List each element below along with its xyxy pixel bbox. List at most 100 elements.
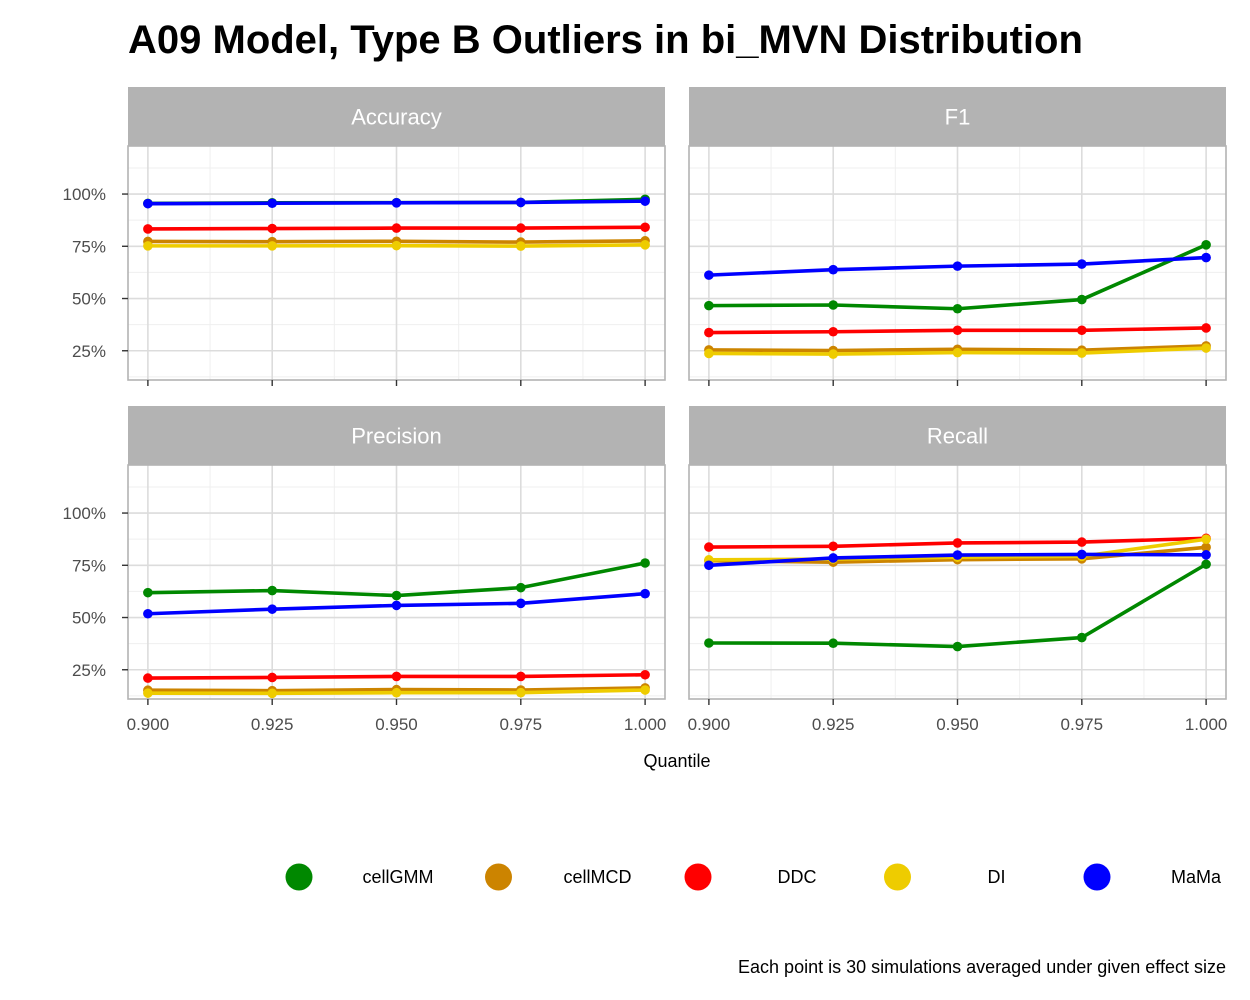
point-precision-cellgmm	[640, 558, 650, 568]
x-tick-label: 0.975	[1061, 715, 1104, 734]
point-precision-cellgmm	[267, 585, 277, 596]
strip-precision	[128, 406, 665, 465]
legend-item-mama: MaMa	[1083, 863, 1222, 891]
point-f1-ddc	[1077, 325, 1087, 336]
point-recall-di	[1201, 534, 1211, 544]
strip-accuracy	[128, 87, 665, 146]
point-accuracy-ddc	[143, 224, 153, 234]
point-precision-di	[391, 687, 402, 698]
point-f1-mama	[1201, 252, 1211, 263]
legend-swatch-mama	[1083, 863, 1111, 891]
point-recall-ddc	[952, 538, 963, 548]
chart-title: A09 Model, Type B Outliers in bi_MVN Dis…	[128, 18, 1083, 62]
point-recall-ddc	[1077, 537, 1087, 547]
point-f1-cellgmm	[952, 303, 963, 314]
x-tick-label: 0.950	[375, 715, 418, 734]
point-f1-di	[828, 349, 838, 359]
point-recall-mama	[1077, 549, 1087, 560]
y-tick-label: 75%	[72, 237, 106, 256]
legend-swatch-ddc	[684, 863, 712, 891]
point-recall-cellgmm	[828, 638, 838, 649]
point-f1-cellgmm	[1201, 240, 1211, 250]
point-accuracy-mama	[516, 197, 526, 208]
legend-item-cellmcd: cellMCD	[485, 863, 632, 891]
chart-caption: Each point is 30 simulations averaged un…	[738, 957, 1226, 977]
legend-label-cellgmm: cellGMM	[363, 867, 434, 887]
legend-item-ddc: DDC	[684, 863, 817, 891]
point-accuracy-mama	[640, 196, 650, 206]
legend-swatch-cellgmm	[285, 863, 313, 891]
point-f1-ddc	[704, 327, 714, 338]
point-accuracy-mama	[391, 198, 402, 208]
point-recall-ddc	[704, 542, 714, 552]
point-precision-ddc	[516, 671, 526, 682]
point-f1-ddc	[1201, 323, 1211, 333]
panel-accuracy: Accuracy 25% 50% 75% 100%	[63, 87, 666, 386]
point-precision-cellgmm	[516, 582, 526, 593]
point-precision-mama	[267, 604, 277, 614]
legend-label-di: DI	[988, 867, 1006, 887]
y-tick-label: 25%	[72, 661, 106, 680]
x-tick-label: 0.900	[688, 715, 731, 734]
point-f1-di	[1077, 348, 1087, 358]
panel-precision: Precision 25% 50% 75% 100%	[63, 406, 666, 700]
point-precision-cellgmm	[391, 590, 402, 601]
point-f1-di	[952, 347, 963, 358]
point-f1-mama	[828, 264, 838, 275]
point-precision-mama	[143, 608, 153, 619]
y-tick-label: 75%	[72, 556, 106, 575]
legend: cellGMM cellMCD DDC DI MaMa	[285, 863, 1222, 891]
x-tick-label: 0.950	[936, 715, 979, 734]
point-recall-cellgmm	[1201, 559, 1211, 570]
legend-swatch-cellmcd	[485, 863, 512, 891]
point-precision-ddc	[391, 671, 402, 682]
point-recall-ddc	[828, 541, 838, 552]
point-f1-cellgmm	[828, 300, 838, 310]
legend-item-di: DI	[884, 863, 1006, 891]
point-f1-ddc	[952, 325, 963, 336]
legend-swatch-di	[884, 863, 911, 891]
point-f1-ddc	[828, 326, 838, 337]
point-f1-mama	[1077, 259, 1087, 269]
point-accuracy-mama	[143, 198, 153, 209]
point-recall-mama	[704, 560, 714, 571]
panel-recall: Recall	[688, 406, 1227, 700]
x-axis-title: Quantile	[643, 751, 710, 771]
point-f1-di	[704, 348, 714, 359]
point-accuracy-di	[516, 241, 526, 251]
point-recall-cellmcd	[1201, 542, 1211, 553]
legend-label-mama: MaMa	[1171, 867, 1222, 887]
point-precision-mama	[391, 600, 402, 611]
x-tick-label: 0.925	[812, 715, 855, 734]
point-precision-di	[516, 687, 526, 698]
y-tick-label: 50%	[72, 290, 106, 309]
point-precision-mama	[516, 598, 526, 609]
y-tick-label: 25%	[72, 342, 106, 361]
point-precision-ddc	[640, 669, 650, 680]
strip-recall	[689, 406, 1226, 465]
strip-label-accuracy: Accuracy	[351, 105, 441, 130]
x-tick-label: 0.925	[251, 715, 294, 734]
x-tick-label: 0.975	[500, 715, 543, 734]
point-f1-mama	[704, 270, 714, 280]
point-recall-cellgmm	[1077, 632, 1087, 643]
point-f1-cellgmm	[704, 300, 714, 311]
facet-panels: Accuracy 25% 50% 75% 100% F1 Precision 25% 50% 75…	[63, 87, 1227, 700]
panel-f1: F1	[688, 87, 1227, 386]
point-accuracy-di	[267, 241, 277, 251]
x-tick-label: 1.000	[624, 715, 667, 734]
point-precision-ddc	[143, 673, 153, 683]
point-recall-mama	[828, 553, 838, 563]
strip-label-f1: F1	[945, 105, 971, 130]
y-tick-label: 50%	[72, 609, 106, 628]
y-tick-label: 100%	[63, 185, 106, 204]
point-precision-di	[267, 688, 277, 699]
y-tick-label: 100%	[63, 504, 106, 523]
point-f1-di	[1201, 343, 1211, 353]
point-f1-cellgmm	[1077, 294, 1087, 305]
point-accuracy-mama	[267, 198, 277, 209]
x-tick-label: 0.900	[127, 715, 170, 734]
point-accuracy-ddc	[516, 223, 526, 233]
point-accuracy-di	[640, 240, 650, 250]
